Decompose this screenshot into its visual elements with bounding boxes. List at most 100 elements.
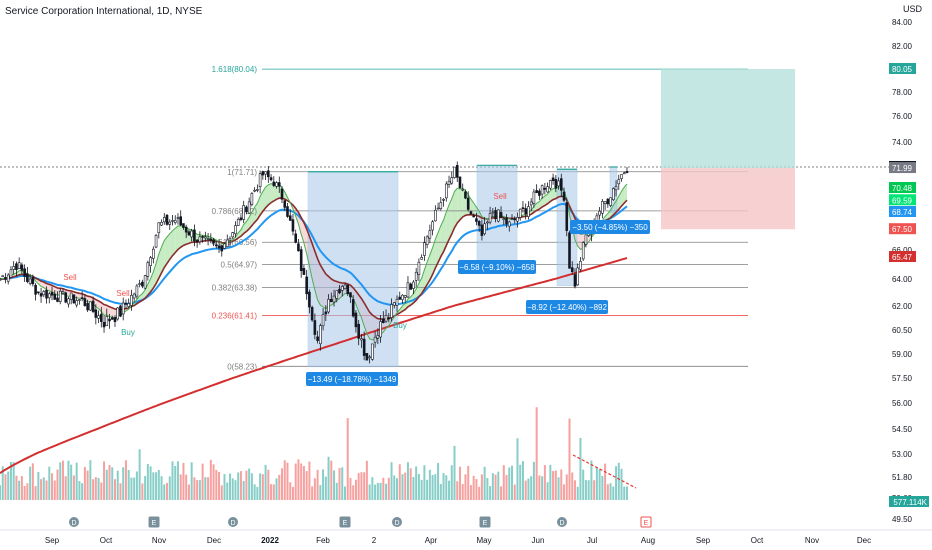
volume-bar <box>182 462 185 500</box>
candle-body <box>518 208 522 218</box>
volume-bar <box>286 462 289 500</box>
volume-bar <box>442 473 445 500</box>
volume-bar <box>486 478 489 500</box>
volume-bar <box>409 468 412 500</box>
candle-body <box>568 232 571 269</box>
measure-label-text: −3.50 (−4.85%) −350 <box>572 223 648 232</box>
candle-body <box>343 284 347 289</box>
fib-label: 0.5(64.97) <box>221 260 258 269</box>
volume-bar <box>368 484 371 500</box>
volume-bar <box>461 484 464 500</box>
candle-body <box>346 284 350 294</box>
volume-bar <box>171 461 174 500</box>
volume-badge-label: 577.114K <box>893 498 927 507</box>
volume-bar <box>464 474 467 500</box>
volume-bar <box>450 465 453 500</box>
candle-body <box>102 322 106 328</box>
candle-body <box>245 206 248 213</box>
candle-body <box>0 278 2 281</box>
volume-bar <box>497 471 500 500</box>
volume-bar <box>64 476 67 500</box>
candle-body <box>132 293 136 299</box>
volume-bar <box>535 407 538 500</box>
candle-body <box>261 171 265 176</box>
candle-body <box>91 300 95 312</box>
price-tick-label: 76.00 <box>892 112 913 121</box>
ribbon-segment <box>254 203 258 223</box>
volume-bar <box>75 462 78 500</box>
candle-body <box>56 297 59 302</box>
candle-body <box>554 179 558 189</box>
volume-bar <box>448 480 451 500</box>
candle-body <box>538 190 541 196</box>
candle-body <box>488 212 492 223</box>
volume-bar <box>300 463 303 500</box>
currency-label: USD <box>902 4 922 14</box>
volume-bar <box>100 482 103 500</box>
volume-bar <box>382 477 385 500</box>
candle-body <box>360 338 363 341</box>
candle-body <box>414 271 418 281</box>
ribbon-segment <box>167 233 170 264</box>
candle-body <box>609 197 612 206</box>
candle-body <box>250 193 254 205</box>
volume-bar <box>94 477 97 500</box>
candle-body <box>135 285 139 297</box>
volume-bar <box>568 418 571 500</box>
candle-body <box>283 200 287 208</box>
volume-bar <box>67 460 70 500</box>
measure-label-text: −6.58 (−9.10%) −658 <box>459 263 535 272</box>
volume-bar <box>593 480 596 500</box>
volume-bar <box>179 474 182 500</box>
candle-body <box>390 304 393 318</box>
event-label: E <box>483 520 488 527</box>
volume-bar <box>349 477 352 500</box>
volume-bar <box>390 462 393 500</box>
volume-bar <box>516 438 519 500</box>
volume-bar <box>489 486 492 500</box>
volume-bar <box>83 466 86 500</box>
candle-body <box>83 298 87 306</box>
candle-body <box>439 202 443 210</box>
volume-bar <box>330 460 333 500</box>
volume-bar <box>521 461 524 500</box>
candle-body <box>69 292 73 300</box>
candle-body <box>551 177 555 181</box>
time-tick-label: Jul <box>587 536 597 545</box>
volume-bar <box>341 467 344 500</box>
volume-bar <box>582 469 585 500</box>
candle-body <box>80 297 84 299</box>
volume-bar <box>505 475 508 500</box>
volume-bar <box>598 469 601 500</box>
candle-body <box>584 234 588 245</box>
candle-body <box>302 268 306 275</box>
volume-bar <box>223 474 226 500</box>
candle-body <box>480 224 484 236</box>
candle-body <box>543 187 547 190</box>
ribbon-segment <box>457 188 460 224</box>
candle-body <box>78 299 81 301</box>
price-axis[interactable]: 84.0082.0080.0578.0076.0074.0072.0771.99… <box>889 18 929 524</box>
price-tick-label: 53.00 <box>892 450 913 459</box>
signal-label: Sell <box>493 192 507 201</box>
volume-bar <box>415 466 418 500</box>
volume-bar <box>354 479 357 500</box>
candle-body <box>1 275 5 277</box>
volume-bar <box>478 486 481 500</box>
volume-bar <box>141 483 144 500</box>
volume-bar <box>352 485 355 500</box>
volume-bar <box>248 468 251 500</box>
candle-body <box>340 286 344 291</box>
candle-body <box>297 243 300 252</box>
long-position-tool[interactable] <box>661 69 795 230</box>
candle-body <box>212 239 215 244</box>
candle-body <box>406 282 410 298</box>
volume-bar <box>623 486 626 500</box>
candle-body <box>532 191 536 204</box>
price-tick-label: 78.00 <box>892 88 913 97</box>
candle-body <box>516 217 519 222</box>
time-axis[interactable]: Sep Oct Nov Dec 2022 Feb 2 Apr May Jun Jul Aug Sep Oc… <box>0 529 932 545</box>
ribbon-segment <box>550 188 554 202</box>
